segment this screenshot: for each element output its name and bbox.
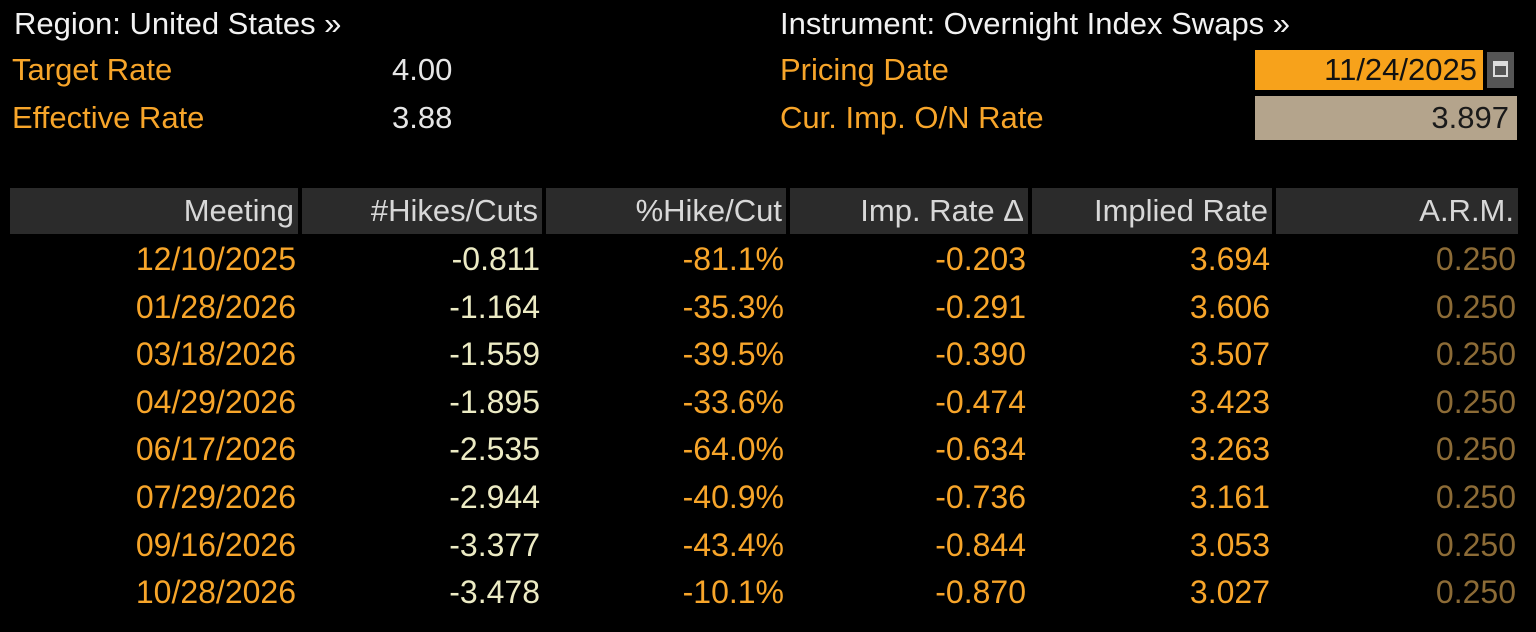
table-cell: -0.634 bbox=[935, 431, 1026, 468]
table-cell: 0.250 bbox=[1435, 574, 1516, 611]
table-cell: 0.250 bbox=[1435, 479, 1516, 515]
table-cell: -0.736 bbox=[935, 479, 1026, 515]
target-rate-value: 4.00 bbox=[392, 52, 453, 87]
table-cell: 06/17/2026 bbox=[135, 431, 296, 468]
table-cell: -64.0% bbox=[682, 431, 784, 468]
meetings-table: Meeting #Hikes/Cuts %Hike/Cut Imp. Rate Δ Im… bbox=[10, 188, 1518, 632]
table-cell: -10.1% bbox=[682, 574, 784, 611]
calendar-icon bbox=[1493, 61, 1508, 77]
effective-rate-label: Effective Rate bbox=[12, 100, 205, 135]
column-header: Meeting bbox=[183, 193, 294, 228]
table-cell: 3.263 bbox=[1189, 431, 1270, 468]
table-cell: 3.053 bbox=[1189, 526, 1270, 563]
table-cell: 07/29/2026 bbox=[135, 479, 296, 515]
table-cell: -39.5% bbox=[682, 336, 784, 373]
table-cell: 10/28/2026 bbox=[135, 574, 296, 611]
pricing-date-value[interactable]: 11/24/2025 bbox=[1324, 52, 1477, 87]
table-cell: -0.390 bbox=[935, 336, 1026, 373]
table-cell: -0.203 bbox=[935, 241, 1026, 277]
table-cell: 3.423 bbox=[1189, 383, 1270, 420]
table-cell: -0.870 bbox=[935, 574, 1026, 611]
target-rate-label: Target Rate bbox=[12, 52, 173, 87]
region-link[interactable]: Region: United States » bbox=[14, 6, 342, 41]
table-cell: 3.694 bbox=[1189, 241, 1270, 277]
effective-rate-value: 3.88 bbox=[392, 100, 453, 135]
implied-on-rate-label: Cur. Imp. O/N Rate bbox=[780, 100, 1044, 135]
column-header: %Hike/Cut bbox=[635, 193, 782, 228]
table-cell: 3.161 bbox=[1189, 479, 1270, 515]
table-cell: -81.1% bbox=[682, 241, 784, 277]
table-cell: 0.250 bbox=[1435, 383, 1516, 420]
table-cell: -2.535 bbox=[449, 431, 540, 468]
header-cell-bg bbox=[790, 188, 1028, 234]
table-cell: -35.3% bbox=[682, 288, 784, 325]
table-cell: 0.250 bbox=[1435, 526, 1516, 563]
column-header: Imp. Rate Δ bbox=[860, 193, 1024, 228]
table-cell: -0.811 bbox=[451, 241, 540, 277]
table-cell: 3.606 bbox=[1189, 288, 1270, 325]
calendar-button[interactable] bbox=[1487, 52, 1514, 88]
instrument-link[interactable]: Instrument: Overnight Index Swaps » bbox=[780, 6, 1291, 41]
table-cell: -3.377 bbox=[449, 526, 540, 563]
table-cell: 3.027 bbox=[1189, 574, 1270, 611]
header-cell-bg bbox=[302, 188, 542, 234]
table-cell: 0.250 bbox=[1435, 241, 1516, 277]
table-cell: -40.9% bbox=[682, 479, 784, 515]
table-cell: -43.4% bbox=[682, 526, 784, 563]
column-header: #Hikes/Cuts bbox=[370, 193, 538, 228]
table-cell: 3.507 bbox=[1189, 336, 1270, 373]
table-cell: -0.291 bbox=[935, 288, 1026, 325]
table-cell: -0.474 bbox=[935, 383, 1026, 420]
column-header: A.R.M. bbox=[1419, 193, 1514, 228]
header-cell-bg bbox=[546, 188, 786, 234]
table-cell: 0.250 bbox=[1435, 336, 1516, 373]
pricing-date-field[interactable]: 11/24/2025 bbox=[1255, 50, 1483, 90]
table-cell: 12/10/2025 bbox=[135, 241, 296, 277]
table-cell: -2.944 bbox=[449, 479, 540, 515]
header-cell-bg bbox=[1032, 188, 1272, 234]
table-cell: 09/16/2026 bbox=[135, 526, 296, 563]
table-cell: -33.6% bbox=[682, 383, 784, 420]
table-cell: 04/29/2026 bbox=[135, 383, 296, 420]
column-header: Implied Rate bbox=[1093, 193, 1268, 228]
implied-on-rate-value: 3.897 bbox=[1431, 100, 1509, 135]
table-cell: 01/28/2026 bbox=[135, 288, 296, 325]
header-cell-bg bbox=[1276, 188, 1518, 234]
table-cell: 0.250 bbox=[1435, 288, 1516, 325]
table-cell: 0.250 bbox=[1435, 431, 1516, 468]
header-cell-bg bbox=[10, 188, 298, 234]
table-cell: -1.895 bbox=[449, 383, 540, 420]
implied-on-rate-field: 3.897 bbox=[1255, 96, 1517, 140]
table-cell: -1.164 bbox=[449, 288, 540, 325]
table-cell: 03/18/2026 bbox=[135, 336, 296, 373]
table-cell: -3.478 bbox=[449, 574, 540, 611]
pricing-date-label: Pricing Date bbox=[780, 52, 949, 87]
table-cell: -0.844 bbox=[935, 526, 1026, 563]
table-cell: -1.559 bbox=[449, 336, 540, 373]
